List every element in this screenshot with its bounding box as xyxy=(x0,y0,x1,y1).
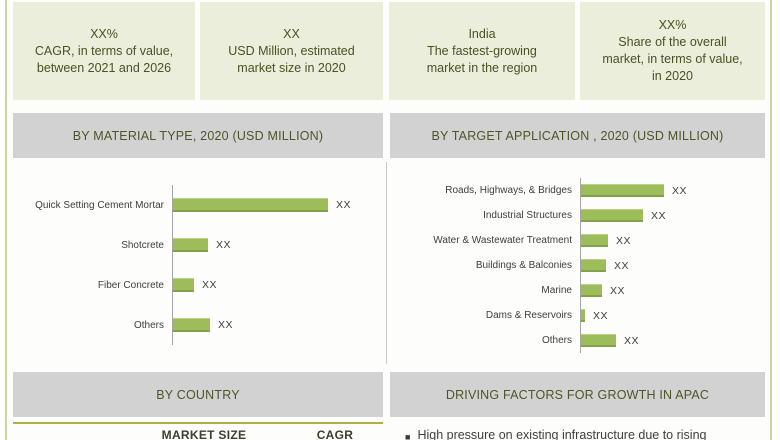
chart-row: Water & Wastewater Treatment XX xyxy=(390,228,765,253)
column-divider xyxy=(386,162,387,364)
stat-value: XX% xyxy=(658,18,687,32)
material-type-bar-chart: Quick Setting Cement Mortar XX Shotcrete XX… xyxy=(13,185,383,345)
section-header-material-type: BY MATERIAL TYPE, 2020 (USD MILLION) xyxy=(13,113,383,158)
bar-area: XX xyxy=(580,253,765,278)
bar xyxy=(581,184,664,197)
section-header-target-application: BY TARGET APPLICATION , 2020 (USD MILLIO… xyxy=(390,113,765,158)
bar-area: XX xyxy=(580,203,765,228)
chart-row: Industrial Structures XX xyxy=(390,203,765,228)
stat-card-market-size: XX USD Million, estimated market size in… xyxy=(200,2,383,100)
category-label: Fiber Concrete xyxy=(97,279,164,291)
bar-area: XX xyxy=(580,278,765,303)
category-label: Shotcrete xyxy=(121,239,164,251)
driving-factor-item: ■ High pressure on existing infrastructu… xyxy=(405,428,760,440)
stat-label: CAGR, in terms of value, between 2021 an… xyxy=(34,43,174,75)
chart-row: Others XX xyxy=(390,328,765,353)
stat-card-cagr: XX% CAGR, in terms of value, between 202… xyxy=(13,2,195,100)
bar-area: XX xyxy=(580,303,765,328)
section-header-by-country: BY COUNTRY xyxy=(13,372,383,417)
bar xyxy=(581,234,608,247)
section-header-driving-factors: DRIVING FACTORS FOR GROWTH IN APAC xyxy=(390,372,765,417)
value-label: XX xyxy=(216,239,232,251)
target-application-bar-chart: Roads, Highways, & Bridges XX Industrial S… xyxy=(390,178,765,353)
chart-row: Marine XX xyxy=(390,278,765,303)
bar-area: XX xyxy=(172,265,383,305)
frame-border-left xyxy=(5,0,7,440)
stat-label: USD Million, estimated market size in 20… xyxy=(228,43,355,75)
value-label: XX xyxy=(202,279,218,291)
value-label: XX xyxy=(336,199,352,211)
category-label: Water & Wastewater Treatment xyxy=(433,235,572,246)
chart-row: Dams & Reservoirs XX xyxy=(390,303,765,328)
stat-card-fastest-market: India The fastest-growing market in the … xyxy=(389,2,575,100)
bar xyxy=(581,209,643,222)
stat-value: India xyxy=(468,26,496,41)
stat-value: XX xyxy=(283,26,300,41)
bar-area: XX xyxy=(580,228,765,253)
bar xyxy=(581,309,585,322)
bar-area: XX xyxy=(172,185,383,225)
bar xyxy=(173,318,210,332)
category-label: Quick Setting Cement Mortar xyxy=(35,199,164,211)
chart-row: Fiber Concrete XX xyxy=(13,265,383,305)
chart-row: Roads, Highways, & Bridges XX xyxy=(390,178,765,203)
value-label: XX xyxy=(672,184,688,197)
value-label: XX xyxy=(616,234,632,247)
bar-area: XX xyxy=(580,328,765,353)
category-label: Roads, Highways, & Bridges xyxy=(445,185,572,196)
bar xyxy=(173,238,208,252)
bar xyxy=(173,278,194,292)
chart-row: Quick Setting Cement Mortar XX xyxy=(13,185,383,225)
bar xyxy=(173,198,328,212)
bar xyxy=(581,259,606,272)
chart-row: Buildings & Balconies XX xyxy=(390,253,765,278)
category-label: Others xyxy=(541,335,572,346)
bar xyxy=(581,334,616,347)
value-label: XX xyxy=(218,319,234,331)
bullet-icon: ■ xyxy=(405,432,411,440)
country-table-col-cagr: CAGR xyxy=(316,428,354,440)
category-label: Industrial Structures xyxy=(483,210,572,221)
category-label: Others xyxy=(133,319,164,331)
stat-card-share: XX% Share of the overall market, in term… xyxy=(580,2,765,100)
value-label: XX xyxy=(610,284,626,297)
value-label: XX xyxy=(651,209,667,222)
chart-row: Others XX xyxy=(13,305,383,345)
country-table-top-rule xyxy=(13,422,383,424)
stat-label: Share of the overall market, in terms of… xyxy=(602,35,743,83)
bar xyxy=(581,284,602,297)
frame-border-right xyxy=(770,0,772,440)
stat-value: XX% xyxy=(90,26,118,41)
chart-row: Shotcrete XX xyxy=(13,225,383,265)
bar-area: XX xyxy=(172,305,383,345)
stat-label: The fastest-growing market in the region xyxy=(426,43,538,75)
driving-factor-text: High pressure on existing infrastructure… xyxy=(417,428,707,440)
category-label: Marine xyxy=(541,285,572,296)
category-label: Buildings & Balconies xyxy=(475,260,572,271)
bar-area: XX xyxy=(172,225,383,265)
country-table-col-market-size: MARKET SIZE xyxy=(161,428,247,440)
value-label: XX xyxy=(624,334,640,347)
value-label: XX xyxy=(614,259,630,272)
bar-area: XX xyxy=(580,178,765,203)
category-label: Dams & Reservoirs xyxy=(485,310,572,321)
value-label: XX xyxy=(593,309,609,322)
